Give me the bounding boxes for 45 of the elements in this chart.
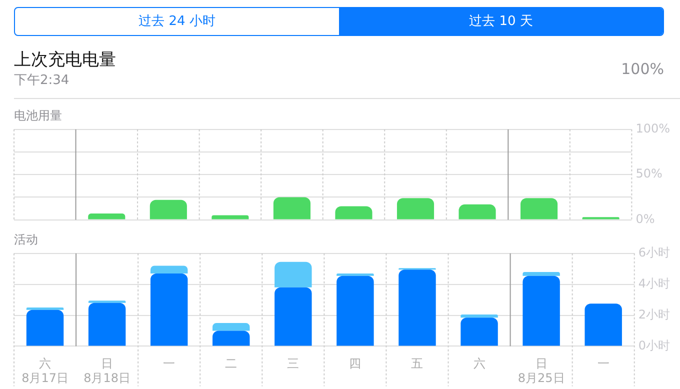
- bar: [396, 198, 434, 220]
- bar: [273, 197, 310, 220]
- bar: [88, 213, 126, 220]
- x-tick-label: 一: [597, 356, 610, 371]
- bar: [26, 310, 64, 346]
- text: 上次充电电量: [14, 49, 116, 71]
- bar: [522, 276, 560, 346]
- y-tick-label: 100%: [636, 122, 670, 136]
- y-tick-label: 50%: [636, 166, 662, 181]
- x-tick-label: 三: [287, 356, 300, 371]
- bar: [460, 318, 498, 346]
- x-tick-label: 六 8月17日: [22, 356, 68, 385]
- chart-title: 电池用量: [14, 108, 62, 122]
- x-tick-label: 日 8月18日: [84, 356, 131, 385]
- bar: [584, 304, 622, 346]
- bar: [150, 200, 187, 220]
- y-tick-label: 0%: [636, 212, 655, 226]
- x-tick-label: 一: [163, 356, 176, 371]
- y-tick-label: 0小时: [638, 338, 670, 352]
- bar: [212, 215, 249, 220]
- x-tick-label: 五: [411, 356, 424, 371]
- x-tick-label: 日 8月25日: [518, 356, 565, 385]
- bar: [150, 266, 188, 274]
- bar: [335, 206, 372, 220]
- y-tick-label: 6小时: [638, 246, 670, 260]
- bar: [458, 204, 496, 220]
- bar: [460, 314, 498, 318]
- text: 下午2:34: [14, 72, 70, 89]
- bar: [336, 276, 374, 346]
- x-tick-label: 二: [225, 356, 238, 371]
- bar: [274, 262, 312, 288]
- bar: [212, 330, 250, 346]
- bar: [398, 270, 436, 346]
- y-tick-label: 4小时: [638, 276, 670, 290]
- y-tick-label: 2小时: [638, 307, 670, 322]
- bar: [212, 323, 250, 331]
- x-tick-label: 四: [349, 356, 362, 371]
- bar: [88, 302, 126, 346]
- x-tick-label: 六: [473, 356, 486, 371]
- bar: [520, 198, 558, 220]
- bar: [522, 272, 560, 276]
- chart-title: 活动: [14, 232, 38, 246]
- bar: [274, 287, 312, 346]
- segmented-control: 过去 24 小时 过去 10 天: [14, 7, 664, 36]
- bar: [150, 274, 188, 346]
